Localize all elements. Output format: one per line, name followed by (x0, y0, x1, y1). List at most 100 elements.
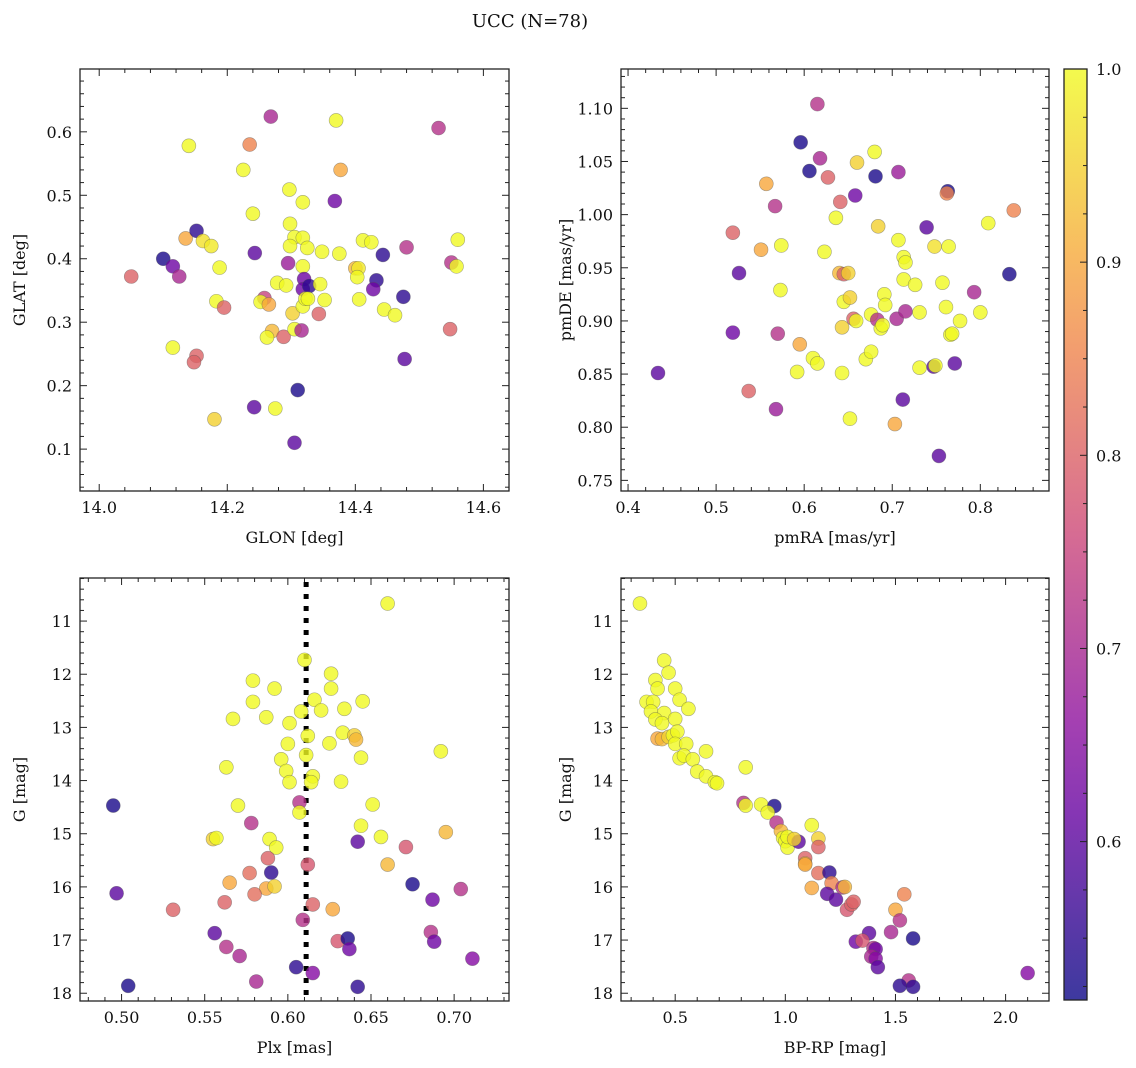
data-point (243, 815, 259, 831)
colorbar-tick-label: 1.0 (1096, 60, 1121, 79)
data-point (313, 703, 329, 718)
data-point (186, 354, 202, 370)
y-tick-label: 1.00 (577, 206, 613, 225)
data-point (938, 299, 954, 315)
data-point (216, 300, 232, 315)
data-point (242, 865, 257, 881)
data-point (285, 306, 300, 321)
data-point (847, 188, 863, 203)
data-point (898, 304, 913, 319)
data-point (342, 941, 357, 957)
data-point (300, 240, 315, 256)
data-point (709, 775, 725, 791)
y-tick-label: 17 (593, 931, 613, 950)
data-point (207, 925, 222, 941)
data-point (725, 225, 741, 240)
data-point (267, 681, 282, 696)
data-point (242, 137, 257, 152)
data-point (258, 709, 274, 725)
data-point (365, 797, 380, 812)
data-point (810, 96, 825, 112)
data-point (907, 277, 923, 293)
data-point (912, 305, 927, 320)
data-point (875, 317, 890, 333)
y-axis-label: G [mag] (556, 757, 575, 822)
data-point (1020, 965, 1035, 981)
data-point (297, 652, 312, 668)
data-point (1006, 203, 1022, 218)
data-point (837, 879, 853, 895)
data-point (848, 313, 864, 329)
data-point (905, 931, 921, 946)
data-point (328, 113, 344, 128)
x-tick-label: 0.65 (353, 1008, 389, 1027)
data-point (773, 282, 788, 298)
data-point (741, 383, 756, 399)
data-point (849, 155, 865, 170)
data-point (731, 265, 747, 281)
data-point (303, 774, 319, 790)
data-point (225, 711, 241, 727)
data-point (337, 701, 352, 717)
data-point (753, 242, 769, 258)
colorbar: 0.6 0.7 0.8 0.9 1.0 (1063, 60, 1121, 1001)
data-point (247, 887, 262, 902)
y-tick-label: 17 (52, 931, 72, 950)
data-point (263, 109, 279, 124)
y-tick-label: 13 (593, 718, 613, 737)
data-point (263, 865, 279, 880)
data-point (770, 326, 786, 341)
data-point (398, 839, 414, 855)
y-tick-label: 12 (593, 665, 613, 684)
data-point (123, 269, 139, 284)
data-point (287, 435, 302, 451)
y-axis-label: pmDE [mas/yr] (556, 219, 575, 342)
axes-frame (620, 68, 1050, 492)
data-point (323, 681, 339, 696)
data-point (333, 162, 348, 178)
y-axis-label: G [mag] (10, 757, 29, 822)
data-point (387, 307, 403, 323)
data-point (944, 326, 960, 341)
data-point (820, 170, 836, 185)
colorbar-tick-label: 0.6 (1096, 833, 1121, 852)
axes-frame (79, 577, 510, 1002)
y-tick-label: 0.3 (47, 313, 72, 332)
data-point (449, 259, 464, 274)
data-point (834, 320, 850, 335)
data-point (280, 736, 296, 752)
data-point (380, 596, 395, 611)
data-point (300, 857, 316, 872)
y-tick-label: 14 (593, 772, 613, 791)
data-point (804, 880, 820, 896)
data-point (365, 281, 381, 297)
data-point (438, 824, 454, 840)
data-point (307, 692, 322, 708)
data-point (797, 857, 813, 872)
y-tick-label: 13 (52, 718, 72, 737)
data-point (295, 259, 311, 274)
data-point (245, 673, 261, 688)
data-point (966, 284, 982, 300)
y-tick-label: 0.95 (577, 259, 613, 278)
panel-4: 0.5 1.0 1.5 2.0 11 12 13 14 15 16 17 18 BP-RP [mag] G… (556, 577, 1050, 1057)
data-point (681, 701, 696, 717)
data-point (230, 798, 246, 813)
data-point (373, 829, 389, 845)
x-tick-label: 0.6 (791, 498, 816, 517)
data-point (426, 934, 442, 949)
data-point (268, 840, 284, 855)
data-point (738, 798, 753, 813)
data-point (654, 715, 670, 731)
data-point (939, 186, 955, 201)
data-point (786, 831, 802, 847)
data-point (802, 163, 817, 179)
panel-2: 0.4 0.5 0.6 0.7 0.8 0.75 0.80 0.85 0.90 0.95 1.00 1… (556, 68, 1050, 547)
data-point (870, 959, 886, 975)
x-tick-label: 1.0 (773, 1008, 798, 1027)
data-point (840, 265, 856, 281)
data-point (973, 305, 988, 320)
y-tick-label: 18 (593, 984, 613, 1003)
data-point (855, 933, 870, 948)
data-point (293, 704, 309, 719)
